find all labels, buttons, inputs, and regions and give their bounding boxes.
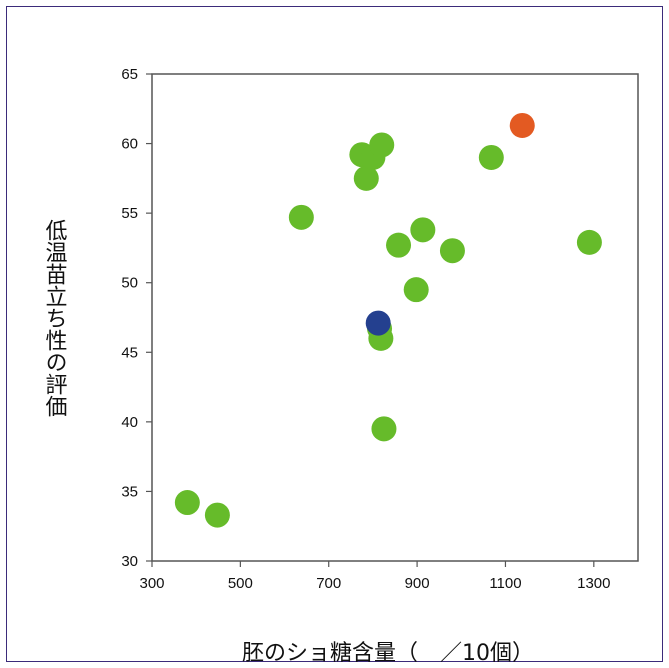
x-tick-label: 900 [405, 575, 430, 592]
data-point [439, 238, 465, 264]
y-axis-ticks: 30 35 40 45 50 55 60 65 [121, 66, 152, 570]
x-tick-label: 700 [316, 575, 341, 592]
data-point [576, 229, 602, 255]
y-tick-label: 40 [121, 414, 138, 431]
y-tick-label: 60 [121, 136, 138, 153]
data-point [386, 232, 412, 258]
data-point [288, 204, 314, 230]
x-tick-label: 1300 [577, 575, 610, 592]
data-point [410, 217, 436, 243]
x-axis-title: 胚のショ糖含量（ ／10個） [242, 641, 534, 666]
x-axis-ticks: 300 500 700 900 1100 1300 [139, 561, 611, 592]
y-tick-label: 45 [121, 344, 138, 361]
data-point [369, 132, 395, 158]
plot-area [151, 73, 639, 562]
data-point [478, 144, 504, 170]
y-axis-title: 低温苗立ち性の評価 [42, 219, 68, 417]
data-point [174, 490, 200, 516]
data-point [204, 502, 230, 528]
x-tick-label: 300 [139, 575, 164, 592]
x-tick-label: 500 [228, 575, 253, 592]
data-points [174, 112, 602, 528]
y-tick-label: 65 [121, 66, 138, 83]
data-point-blue-highlight [365, 310, 391, 336]
x-tick-label: 1100 [489, 575, 521, 592]
y-tick-label: 35 [121, 483, 138, 500]
data-point-orange-highlight [509, 112, 535, 138]
data-point [353, 165, 379, 191]
data-point [403, 277, 429, 303]
data-point [371, 416, 397, 442]
y-tick-label: 30 [121, 553, 138, 570]
y-tick-label: 55 [121, 205, 138, 222]
y-tick-label: 50 [121, 275, 138, 292]
